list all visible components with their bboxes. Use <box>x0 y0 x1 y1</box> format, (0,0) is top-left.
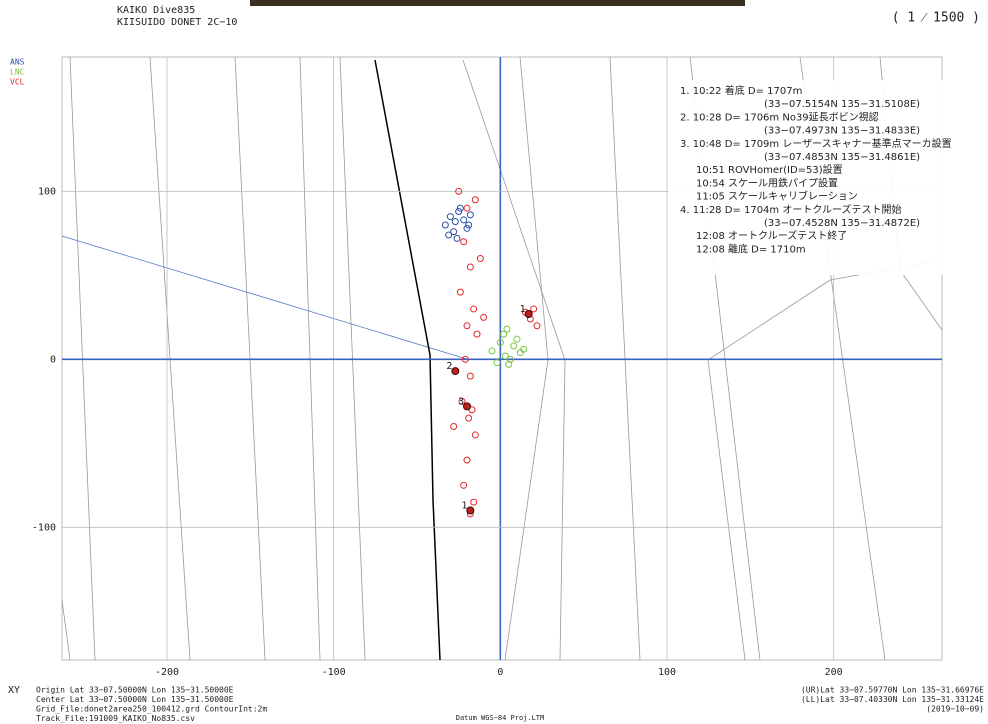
legend-entry: VCL <box>10 78 25 87</box>
track-point <box>474 331 480 337</box>
note-line: (33−07.4973N 135−31.4833E) <box>764 126 920 137</box>
track-point <box>446 232 452 238</box>
track-point <box>504 326 510 332</box>
y-tick-label: 0 <box>50 354 56 365</box>
event-label: 1 <box>520 304 526 315</box>
x-tick-label: -200 <box>155 667 179 678</box>
track-point <box>472 432 478 438</box>
legend-entry: LNC <box>10 68 25 77</box>
y-tick-label: 100 <box>38 186 56 197</box>
track-point <box>471 499 477 505</box>
event-label: 1 <box>461 501 467 512</box>
note-line: 10:51 ROVHomer(ID=53)設置 <box>696 163 843 176</box>
track-point <box>464 457 470 463</box>
event-label: 2 <box>446 361 452 372</box>
note-line: (33−07.4853N 135−31.4861E) <box>764 152 920 163</box>
note-line: 11:05 スケールキャリブレーション <box>696 190 858 203</box>
footer-line: (UR)Lat 33−07.59770N Lon 135−31.66976E <box>801 686 984 695</box>
track-point <box>447 214 453 220</box>
track-point <box>521 346 527 352</box>
footer-line: Center Lat 33−07.50000N Lon 135−31.50000… <box>36 695 234 704</box>
track-point <box>442 222 448 228</box>
note-line: 4. 11:28 D= 1704m オートクルーズテスト開始 <box>680 203 902 216</box>
track-point <box>467 212 473 218</box>
track-point <box>461 482 467 488</box>
note-line: 10:54 スケール用鉄パイプ設置 <box>696 176 838 189</box>
footer-line: (2019−10−09) <box>926 705 984 714</box>
track-point <box>477 256 483 262</box>
track-point <box>531 306 537 312</box>
note-line: (33−07.5154N 135−31.5108E) <box>764 99 920 110</box>
event-marker <box>525 310 532 317</box>
note-line: 12:08 離底 D= 1710m <box>696 242 806 255</box>
track-point <box>517 350 523 356</box>
track-point <box>451 424 457 430</box>
track-point <box>471 306 477 312</box>
event-marker <box>464 403 471 410</box>
event-marker <box>452 368 459 375</box>
datum: Datum WGS−84 Proj.LTM <box>456 714 545 722</box>
legend-entry: ANS <box>10 58 25 67</box>
bearing-line <box>62 236 470 360</box>
track-point <box>489 348 495 354</box>
track-point <box>494 360 500 366</box>
track-point <box>464 205 470 211</box>
track-point <box>461 239 467 245</box>
track-point <box>467 373 473 379</box>
x-tick-label: -100 <box>322 667 346 678</box>
note-line: (33−07.4528N 135−31.4872E) <box>764 218 920 229</box>
x-tick-label: 200 <box>825 667 843 678</box>
note-line: 1. 10:22 着底 D= 1707m <box>680 84 802 97</box>
event-marker <box>467 507 474 514</box>
track-point <box>472 197 478 203</box>
header-line: KAIKO Dive835 <box>117 5 195 16</box>
footer-right: (UR)Lat 33−07.59770N Lon 135−31.66976E(L… <box>801 686 984 714</box>
photo-strip <box>250 0 745 6</box>
note-line: 3. 10:48 D= 1709m レーザースキャナー基準点マーカ設置 <box>680 137 952 150</box>
track-point <box>511 343 517 349</box>
footer-left: Origin Lat 33−07.50000N Lon 135−31.50000… <box>36 686 267 724</box>
track-point <box>452 219 458 225</box>
track-point <box>467 264 473 270</box>
track-plot: KAIKO Dive835 KIISUIDO DONET 2C−10 ( 1 ⁄… <box>0 0 988 724</box>
track-point <box>534 323 540 329</box>
event-label: 3 <box>458 396 464 407</box>
track-point <box>457 289 463 295</box>
track-point <box>461 217 467 223</box>
track-point <box>481 314 487 320</box>
note-line: 2. 10:28 D= 1706m No39延長ボビン視認 <box>680 110 879 123</box>
xy-label: XY <box>8 685 20 696</box>
x-tick-label: 0 <box>497 667 503 678</box>
scale: ( 1 ⁄ 1500 ) <box>892 11 980 26</box>
track-point <box>454 235 460 241</box>
y-tick-label: -100 <box>32 522 56 533</box>
footer-line: Origin Lat 33−07.50000N Lon 135−31.50000… <box>36 686 234 695</box>
x-tick-label: 100 <box>658 667 676 678</box>
header-line: KIISUIDO DONET 2C−10 <box>117 17 237 28</box>
footer-line: Track_File:191009_KAIKO_No835.csv <box>36 714 195 723</box>
track-point <box>466 415 472 421</box>
footer-line: (LL)Lat 33−07.40330N Lon 135−31.33124E <box>801 695 984 704</box>
note-line: 12:08 オートクルーズテスト終了 <box>696 229 847 242</box>
track-point <box>514 336 520 342</box>
track-point <box>464 323 470 329</box>
footer-line: Grid_File:donet2area250_100412.grd Conto… <box>36 705 267 714</box>
